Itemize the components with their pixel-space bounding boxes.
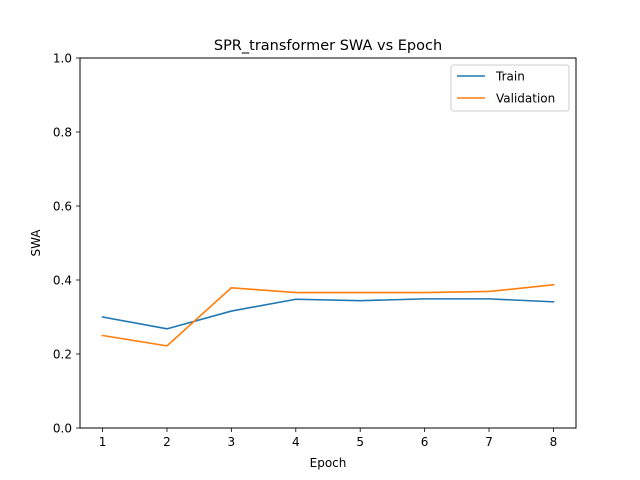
legend-label-train: Train: [495, 70, 525, 84]
x-tick-label: 8: [550, 435, 558, 449]
series-line-train: [101, 298, 555, 330]
x-tick-label: 2: [163, 435, 171, 449]
legend-label-validation: Validation: [496, 92, 555, 106]
x-axis: 1 2 3 4 5 6 7 8: [99, 428, 558, 449]
x-tick-label: 4: [292, 435, 300, 449]
y-tick-label: 0.0: [53, 422, 72, 436]
y-tick-label: 1.0: [53, 52, 72, 66]
series-line-validation: [101, 283, 555, 347]
plot-area: [101, 283, 555, 347]
legend: Train Validation: [450, 64, 570, 112]
x-tick-label: 5: [356, 435, 364, 449]
y-axis-label: SWA: [29, 229, 43, 257]
x-tick-label: 1: [99, 435, 107, 449]
x-axis-label: Epoch: [310, 456, 347, 470]
y-tick-label: 0.4: [53, 274, 72, 288]
plot-frame: [79, 57, 577, 429]
x-tick-label: 6: [421, 435, 429, 449]
y-axis: 0.0 0.2 0.4 0.6 0.8 1.0: [53, 52, 80, 436]
y-tick-label: 0.2: [53, 348, 72, 362]
y-tick-label: 0.8: [53, 126, 72, 140]
x-tick-label: 7: [485, 435, 493, 449]
y-tick-label: 0.6: [53, 200, 72, 214]
chart-title: SPR_transformer SWA vs Epoch: [214, 38, 442, 54]
x-tick-label: 3: [228, 435, 236, 449]
